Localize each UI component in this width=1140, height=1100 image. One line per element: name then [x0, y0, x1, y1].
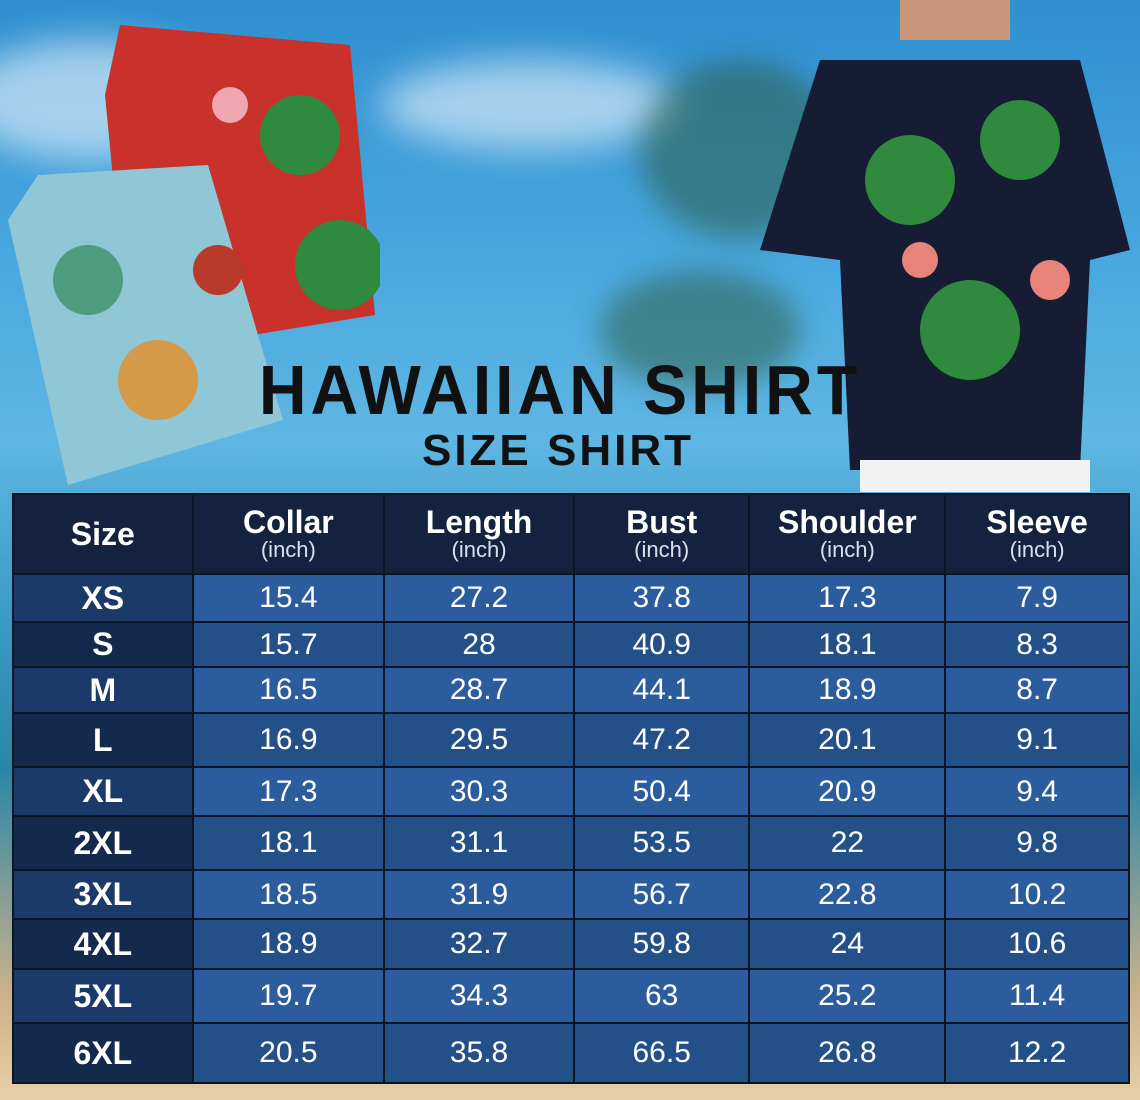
page-subtitle: SIZE SHIRT [421, 426, 695, 475]
measurement-cell: 17.3 [748, 573, 947, 623]
measurement-cell: 40.9 [572, 621, 751, 668]
table-header-row: Size Collar (inch) Length (inch) Bust (inch) Sh… [12, 493, 1130, 575]
table-row: XL 17.3 30.3 50.4 20.9 9.4 [12, 766, 1130, 817]
table-row: 2XL 18.1 31.1 53.5 22 9.8 [12, 815, 1130, 871]
measurement-cell: 53.5 [572, 815, 751, 871]
measurement-cell: 7.9 [944, 573, 1130, 623]
measurement-cell: 56.7 [572, 869, 751, 920]
measurement-cell: 27.2 [383, 573, 575, 623]
measurement-cell: 11.4 [944, 968, 1130, 1024]
measurement-cell: 18.1 [748, 621, 947, 668]
column-unit: (inch) [819, 537, 875, 562]
column-unit: (inch) [451, 537, 507, 562]
measurement-cell: 32.7 [383, 918, 575, 970]
measurement-cell: 29.5 [383, 712, 575, 768]
measurement-cell: 18.5 [191, 869, 386, 920]
table-row: S 15.7 28 40.9 18.1 8.3 [12, 621, 1130, 668]
folded-blue-shirt-image [8, 165, 283, 485]
column-unit: (inch) [260, 537, 316, 562]
measurement-cell: 16.5 [191, 666, 386, 714]
size-cell: 5XL [12, 968, 194, 1024]
size-cell: S [12, 621, 194, 668]
measurement-cell: 25.2 [748, 968, 947, 1024]
measurement-cell: 10.6 [944, 918, 1130, 970]
measurement-cell: 26.8 [748, 1022, 947, 1084]
column-header-size: Size [12, 493, 194, 575]
measurement-cell: 16.9 [191, 712, 386, 768]
measurement-cell: 22 [748, 815, 947, 871]
measurement-cell: 50.4 [572, 766, 751, 817]
background-cloud [380, 60, 680, 150]
background-palm [600, 270, 800, 390]
measurement-cell: 37.8 [572, 573, 751, 623]
measurement-cell: 66.5 [572, 1022, 751, 1084]
table-row: 6XL 20.5 35.8 66.5 26.8 12.2 [12, 1022, 1130, 1084]
measurement-cell: 18.1 [191, 815, 386, 871]
measurement-cell: 34.3 [383, 968, 575, 1024]
measurement-cell: 24 [748, 918, 947, 970]
size-cell: 6XL [12, 1022, 194, 1084]
measurement-cell: 63 [572, 968, 751, 1024]
size-chart-table: Size Collar (inch) Length (inch) Bust (inch) Sh… [12, 493, 1130, 1084]
column-label: Shoulder [778, 504, 917, 540]
table-row: 5XL 19.7 34.3 63 25.2 11.4 [12, 968, 1130, 1024]
measurement-cell: 30.3 [383, 766, 575, 817]
measurement-cell: 18.9 [748, 666, 947, 714]
measurement-cell: 22.8 [748, 869, 947, 920]
measurement-cell: 15.7 [191, 621, 386, 668]
column-header-bust: Bust (inch) [572, 493, 751, 575]
size-cell: 2XL [12, 815, 194, 871]
measurement-cell: 17.3 [191, 766, 386, 817]
measurement-cell: 9.8 [944, 815, 1130, 871]
size-cell: 3XL [12, 869, 194, 920]
size-cell: XL [12, 766, 194, 817]
table-row: L 16.9 29.5 47.2 20.1 9.1 [12, 712, 1130, 768]
measurement-cell: 28 [383, 621, 575, 668]
measurement-cell: 9.4 [944, 766, 1130, 817]
measurement-cell: 28.7 [383, 666, 575, 714]
column-unit: (inch) [1009, 537, 1065, 562]
measurement-cell: 47.2 [572, 712, 751, 768]
column-label: Sleeve [986, 504, 1088, 540]
measurement-cell: 15.4 [191, 573, 386, 623]
measurement-cell: 44.1 [572, 666, 751, 714]
measurement-cell: 59.8 [572, 918, 751, 970]
measurement-cell: 31.9 [383, 869, 575, 920]
table-row: 3XL 18.5 31.9 56.7 22.8 10.2 [12, 869, 1130, 920]
measurement-cell: 20.5 [191, 1022, 386, 1084]
measurement-cell: 18.9 [191, 918, 386, 970]
model-flamingo-shirt-image [760, 0, 1130, 492]
column-header-sleeve: Sleeve (inch) [944, 493, 1130, 575]
measurement-cell: 20.1 [748, 712, 947, 768]
size-cell: XS [12, 573, 194, 623]
column-label: Collar [243, 504, 334, 540]
measurement-cell: 10.2 [944, 869, 1130, 920]
measurement-cell: 20.9 [748, 766, 947, 817]
table-row: 4XL 18.9 32.7 59.8 24 10.6 [12, 918, 1130, 970]
column-label: Length [425, 504, 533, 540]
page-title: HAWAIIAN SHIRT [258, 351, 862, 429]
table-row: XS 15.4 27.2 37.8 17.3 7.9 [12, 573, 1130, 623]
column-header-shoulder: Shoulder (inch) [748, 493, 947, 575]
column-label: Bust [626, 504, 698, 540]
size-cell: 4XL [12, 918, 194, 970]
measurement-cell: 12.2 [944, 1022, 1130, 1084]
measurement-cell: 9.1 [944, 712, 1130, 768]
size-cell: M [12, 666, 194, 714]
measurement-cell: 35.8 [383, 1022, 575, 1084]
size-cell: L [12, 712, 194, 768]
table-row: M 16.5 28.7 44.1 18.9 8.7 [12, 666, 1130, 714]
measurement-cell: 8.7 [944, 666, 1130, 714]
column-unit: (inch) [634, 537, 690, 562]
measurement-cell: 31.1 [383, 815, 575, 871]
measurement-cell: 8.3 [944, 621, 1130, 668]
column-header-length: Length (inch) [383, 493, 575, 575]
column-header-collar: Collar (inch) [191, 493, 386, 575]
column-label: Size [70, 516, 135, 552]
measurement-cell: 19.7 [191, 968, 386, 1024]
